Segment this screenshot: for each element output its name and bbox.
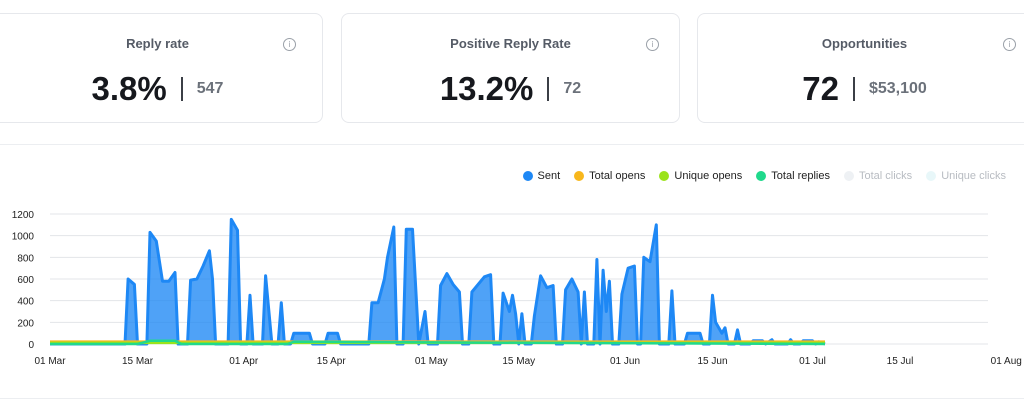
reply-rate-card: Reply rate i 3.8% 547: [0, 13, 323, 123]
legend-item-total-opens[interactable]: Total opens: [574, 170, 645, 182]
card-subvalue: 72: [563, 80, 582, 97]
legend-item-sent[interactable]: Sent: [522, 170, 561, 182]
y-axis-ticks: 0 200 400 600 800 1000 1200: [12, 210, 35, 351]
bottom-divider: [0, 398, 1024, 399]
x-axis-ticks: 01 Mar 15 Mar 01 Apr 15 Apr 01 May 15 May 01 J…: [34, 356, 1021, 367]
legend-dot: [659, 171, 670, 181]
legend-dot: [574, 171, 585, 181]
card-subvalue: 547: [196, 80, 224, 97]
positive-reply-rate-card: Positive Reply Rate i 13.2% 72: [341, 13, 680, 123]
metric-separator: [547, 77, 550, 101]
y-tick-label: 0: [28, 340, 34, 351]
metric-separator: [852, 77, 855, 101]
info-icon[interactable]: i: [283, 38, 296, 51]
x-tick-label: 15 Apr: [317, 356, 347, 367]
legend-label: Unique clicks: [941, 170, 1006, 182]
card-title: Opportunities: [821, 36, 908, 51]
opportunities-card: Opportunities i 72 $53,100: [697, 13, 1024, 123]
x-tick-label: 01 Apr: [229, 356, 259, 367]
x-tick-label: 01 May: [415, 356, 448, 367]
info-icon[interactable]: i: [646, 38, 659, 51]
card-metric: 3.8% 547: [0, 70, 322, 108]
y-tick-label: 400: [17, 297, 34, 308]
x-tick-label: 15 Jul: [887, 356, 914, 367]
card-metric: 72 $53,100: [698, 70, 1024, 108]
legend-item-total-clicks[interactable]: Total clicks: [844, 170, 912, 182]
legend-label: Sent: [537, 170, 561, 182]
legend-label: Total replies: [771, 170, 830, 182]
sent-opens-replies-chart: 0 200 400 600 800 1000 1200 01 Mar 15 Mar 01 Apr…: [12, 210, 1022, 367]
card-title: Positive Reply Rate: [450, 36, 571, 51]
x-tick-label: 01 Aug: [991, 356, 1022, 367]
x-tick-label: 15 Jun: [697, 356, 727, 367]
legend-label: Total opens: [589, 170, 646, 182]
legend-dot: [756, 171, 767, 181]
card-value: 72: [802, 70, 839, 107]
info-icon[interactable]: i: [1003, 38, 1016, 51]
x-tick-label: 01 Mar: [34, 356, 66, 367]
legend-dot: [522, 171, 533, 181]
series-area-sent: [50, 219, 825, 344]
y-tick-label: 200: [17, 318, 34, 329]
legend-item-unique-clicks[interactable]: Unique clicks: [926, 170, 1006, 182]
section-divider: [0, 144, 1024, 145]
y-tick-label: 1000: [12, 232, 35, 243]
legend-dot: [844, 171, 854, 181]
card-title: Reply rate: [126, 36, 189, 51]
card-value: 13.2%: [439, 70, 534, 107]
card-subvalue: $53,100: [868, 80, 927, 97]
metric-separator: [180, 77, 183, 101]
series-line-total-replies: [50, 339, 826, 346]
legend-item-total-replies[interactable]: Total replies: [756, 170, 830, 182]
y-tick-label: 800: [17, 253, 34, 264]
chart-series: [50, 217, 826, 346]
chart-legend: Sent Total opens Unique opens Total repl…: [522, 170, 1006, 182]
card-value: 3.8%: [91, 70, 167, 107]
y-tick-label: 1200: [12, 210, 35, 221]
legend-dot: [926, 171, 937, 181]
y-tick-label: 600: [17, 275, 34, 286]
x-tick-label: 01 Jul: [799, 356, 826, 367]
x-tick-label: 15 May: [502, 356, 535, 367]
x-tick-label: 15 Mar: [122, 356, 154, 367]
legend-item-unique-opens[interactable]: Unique opens: [659, 170, 742, 182]
legend-label: Unique opens: [674, 170, 743, 182]
legend-label: Total clicks: [859, 170, 913, 182]
x-tick-label: 01 Jun: [610, 356, 640, 367]
card-metric: 13.2% 72: [342, 70, 679, 108]
